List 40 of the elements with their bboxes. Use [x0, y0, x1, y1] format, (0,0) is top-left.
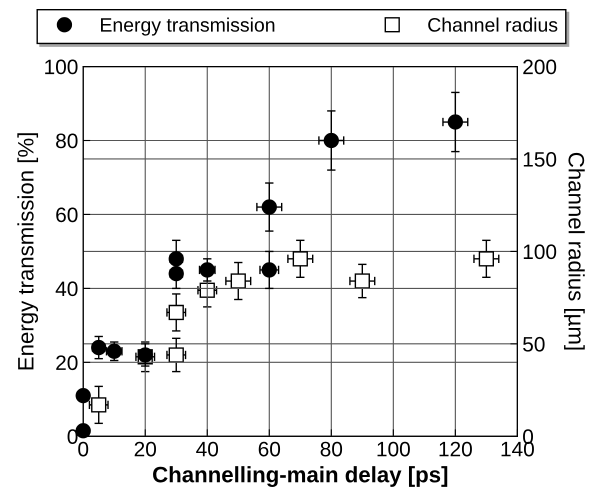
x-tick-label: 120 — [440, 442, 472, 456]
y-tick-label: 20 — [56, 355, 78, 370]
point — [91, 340, 106, 356]
point — [478, 251, 494, 266]
point — [168, 347, 184, 363]
x-axis-title: Channelling-main delay [ps] — [153, 466, 448, 487]
point — [76, 423, 91, 438]
x-tick-label: 0 — [78, 442, 88, 456]
point — [91, 397, 106, 413]
y2-tick-label: 200 — [523, 60, 556, 74]
y-tick-label: 60 — [56, 207, 78, 222]
point — [262, 262, 277, 278]
y-tick-label: 80 — [56, 134, 78, 148]
point — [76, 388, 91, 404]
point — [106, 344, 122, 359]
y-axis-title: Energy transmission [%] — [17, 133, 38, 370]
x-tick-label: 100 — [378, 442, 410, 456]
point — [168, 266, 184, 282]
y-tick-label: 100 — [45, 60, 78, 74]
point — [324, 132, 339, 148]
x-tick-label: 80 — [320, 442, 342, 456]
legend-label: Channel radius — [428, 18, 558, 32]
point — [230, 273, 246, 289]
point — [292, 251, 308, 266]
x-tick-label: 60 — [258, 442, 280, 456]
x-tick-label: 20 — [134, 442, 156, 456]
y2-tick-label: 50 — [523, 336, 545, 352]
legend-label: Energy transmission — [101, 18, 274, 36]
point — [448, 114, 463, 130]
y-tick-label: 40 — [56, 281, 78, 296]
y2-axis-title: Channel radius [µm] — [564, 152, 585, 350]
y2-tick-label: 150 — [524, 152, 556, 167]
x-tick-label: 40 — [196, 442, 218, 456]
point — [200, 262, 215, 278]
y2-tick-label: 100 — [524, 244, 556, 260]
point — [262, 199, 277, 215]
point — [168, 304, 184, 320]
point — [354, 273, 370, 289]
x-tick-label: 140 — [502, 442, 534, 456]
y-tick-label: 0 — [68, 429, 78, 444]
